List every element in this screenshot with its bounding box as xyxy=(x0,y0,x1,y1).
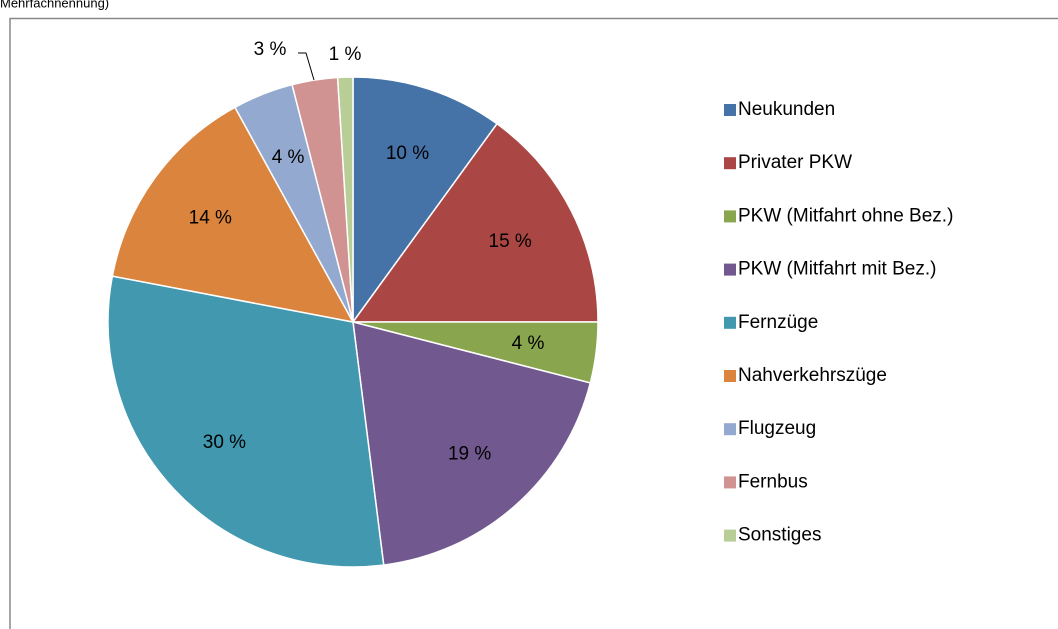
legend-swatch xyxy=(724,157,736,170)
legend-label: PKW (Mitfahrt mit Bez.) xyxy=(738,259,936,280)
legend-label: Sonstiges xyxy=(738,525,821,546)
legend-label: Fernbus xyxy=(738,471,808,492)
legend-label: PKW (Mitfahrt ohne Bez.) xyxy=(738,205,953,226)
legend-label: Fernzüge xyxy=(738,312,818,333)
legend-swatch xyxy=(724,423,736,436)
slice xyxy=(352,320,592,566)
data-label: 4 % xyxy=(272,147,305,168)
legend-label: Nahverkehrszüge xyxy=(738,365,887,386)
legend-label: Flugzeug xyxy=(738,418,816,439)
frame xyxy=(9,17,1058,629)
legend-swatch xyxy=(724,476,736,489)
slice xyxy=(351,122,599,323)
data-label: 1 % xyxy=(329,44,362,65)
data-label: 15 % xyxy=(489,231,532,252)
legend-swatch xyxy=(724,104,736,116)
data-label: 14 % xyxy=(189,207,232,228)
legend-swatch xyxy=(724,210,736,223)
legend-swatch xyxy=(724,316,736,329)
slice xyxy=(107,275,385,568)
pie xyxy=(107,76,599,568)
data-label: 30 % xyxy=(203,432,246,453)
data-label: 4 % xyxy=(512,333,545,354)
legend-label: Privater PKW xyxy=(738,152,852,173)
slice xyxy=(336,76,354,323)
data-label: 3 % xyxy=(254,39,287,60)
legend-swatch xyxy=(724,529,736,542)
legend: Neukunden Privater PKW PKW (Mitfahrt ohne … xyxy=(724,99,953,546)
legend-swatch xyxy=(724,263,736,276)
leader-line xyxy=(298,52,315,81)
labels: 10 % 15 % 4 % 19 % 30 % 14 % 4 % 3 % 1 % xyxy=(189,39,545,464)
slice xyxy=(111,106,355,324)
slice xyxy=(352,76,499,325)
legend-label: Neukunden xyxy=(738,99,835,120)
legend-swatch xyxy=(724,370,736,382)
data-label: 10 % xyxy=(386,143,429,164)
data-label: 19 % xyxy=(448,443,491,464)
note: Mehrfachnennung) xyxy=(0,0,109,10)
